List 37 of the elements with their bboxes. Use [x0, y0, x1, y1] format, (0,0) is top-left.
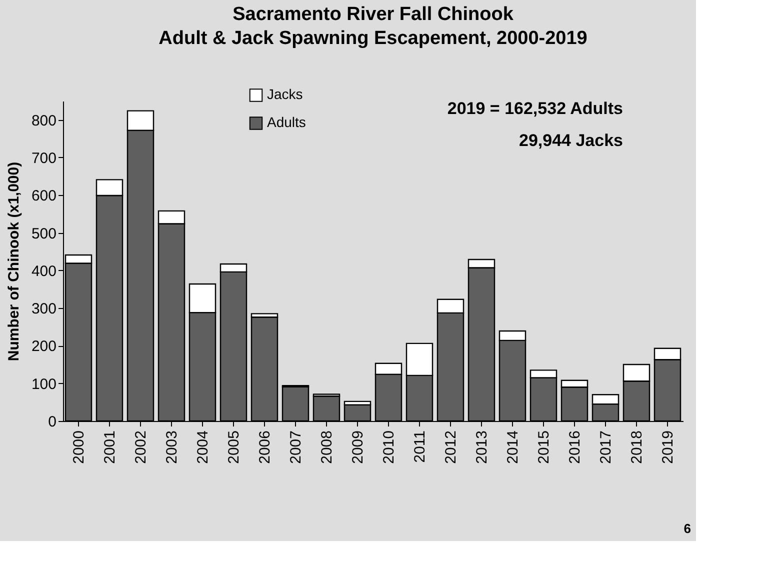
- x-tick-label: 2017: [598, 430, 614, 464]
- legend-label: Jacks: [267, 86, 303, 102]
- x-tick-label: 2009: [350, 430, 366, 464]
- x-tick-label: 2011: [412, 430, 428, 463]
- text: Sacramento River Fall Chinook: [232, 4, 514, 26]
- text: 6: [684, 521, 691, 536]
- x-tick-label: 2002: [132, 430, 150, 464]
- x-tick-label: 2006: [256, 430, 274, 464]
- annotation: 29,944 Jacks: [519, 131, 623, 150]
- x-tick-label: 2003: [164, 430, 180, 464]
- x-tick-label: 2015: [536, 430, 552, 464]
- y-tick-label: 0: [48, 414, 56, 430]
- x-tick-label: 2001: [102, 430, 118, 464]
- y-tick-label: 800: [31, 112, 56, 130]
- x-tick-label: 2016: [566, 430, 584, 464]
- x-tick-label: 2007: [288, 430, 304, 464]
- y-tick-label: 500: [31, 225, 56, 242]
- x-tick-label: 2004: [194, 430, 212, 464]
- annotation: 2019 = 162,532 Adults: [447, 99, 623, 118]
- legend-label: Adults: [267, 114, 306, 130]
- y-axis-title: Number of Chinook (x1,000): [5, 162, 22, 362]
- y-tick-label: 200: [31, 338, 56, 356]
- x-tick-label: 2010: [380, 430, 398, 464]
- y-tick-label: 300: [31, 300, 56, 318]
- y-tick-label: 600: [31, 188, 56, 205]
- x-tick-label: 2018: [628, 430, 646, 464]
- x-tick-label: 2013: [474, 430, 490, 464]
- y-tick-label: 400: [31, 262, 56, 280]
- y-tick-label: 100: [31, 376, 56, 393]
- x-tick-label: 2008: [318, 430, 336, 464]
- x-tick-label: 2014: [504, 430, 522, 464]
- x-tick-label: 2000: [70, 430, 88, 464]
- x-tick-label: 2012: [442, 430, 460, 464]
- text: Adult & Jack Spawning Escapement, 2000-2019: [158, 28, 588, 50]
- x-tick-label: 2005: [226, 430, 242, 464]
- y-tick-label: 700: [31, 150, 56, 167]
- x-tick-label: 2019: [660, 430, 676, 464]
